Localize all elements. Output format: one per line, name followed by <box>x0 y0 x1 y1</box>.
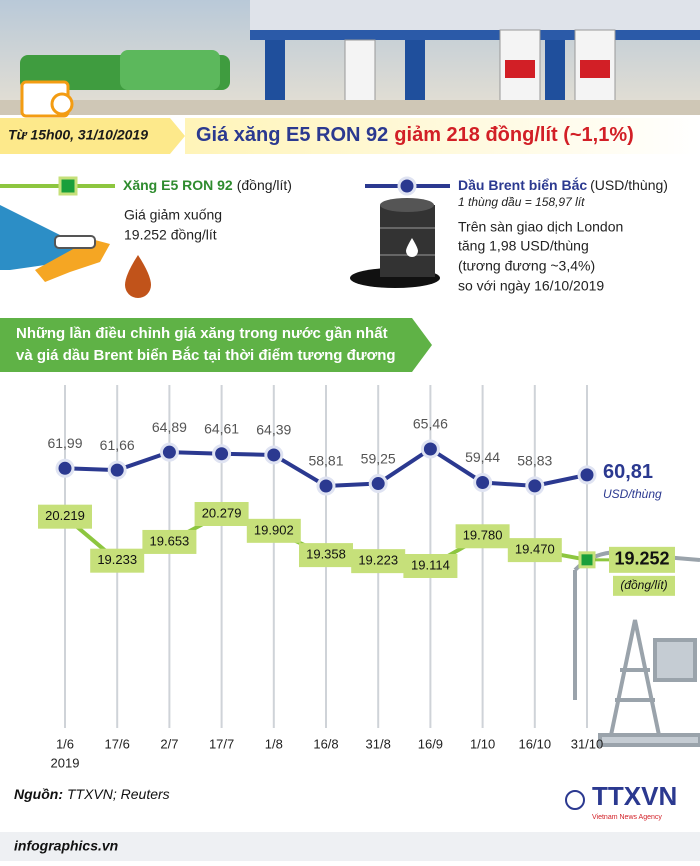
point <box>142 529 197 554</box>
point <box>55 458 75 478</box>
value-label: 59,44 <box>465 449 500 465</box>
brent-legend-name: Dầu Brent biển Bắc (USD/thùng) <box>458 176 668 193</box>
point <box>159 442 179 462</box>
footer-bar <box>0 832 700 861</box>
value-label: 61,66 <box>100 437 135 453</box>
point <box>420 439 440 459</box>
petrol-legend-name: Xăng E5 RON 92 (đồng/lít) <box>123 177 292 193</box>
x-tick-label: 2/7 <box>160 736 178 751</box>
date: Từ 15h00, 31/10/2019 <box>8 127 148 143</box>
point <box>264 445 284 465</box>
point <box>507 538 562 563</box>
point <box>368 474 388 494</box>
value-label: 19.358 <box>306 547 346 562</box>
value-label: 19.252 <box>614 549 669 569</box>
x-tick-label: 16/10 <box>519 736 552 751</box>
point <box>351 549 406 574</box>
brent-name: Dầu Brent biển Bắc <box>458 176 587 193</box>
x-tick-label: 1/10 <box>470 736 495 751</box>
source-value: TTXVN; Reuters <box>67 786 170 802</box>
logo-sub: Vietnam News Agency <box>592 814 662 821</box>
title-main: Giá xăng E5 RON 92 <box>196 124 388 146</box>
value-label: 19.470 <box>515 542 555 557</box>
x-year-label: 2019 <box>51 755 80 770</box>
value-label: 61,99 <box>47 435 82 451</box>
source-label: Nguồn: <box>14 786 63 802</box>
brent-note: Trên sàn giao dịch London <box>458 219 623 235</box>
chart: 1/6 17/6 2/7 17/7 1/8 16/8 31/8 16/9 1/10 16/10 31… <box>38 385 675 770</box>
value-label: 19.653 <box>150 533 190 548</box>
banner-text: và giá dầu Brent biển Bắc tại thời điểm … <box>16 346 396 364</box>
unit-box <box>613 575 675 596</box>
copyright-icon <box>565 790 585 810</box>
x-tick-label: 1/6 <box>56 736 74 751</box>
point <box>577 465 597 485</box>
value-label: 19.780 <box>463 528 503 543</box>
date-box <box>0 118 185 154</box>
petrol-legend <box>0 176 151 298</box>
point <box>403 554 458 578</box>
point <box>90 548 145 573</box>
point <box>194 502 249 526</box>
x-tick-label: 16/9 <box>418 736 443 751</box>
value-label: 60,81 <box>603 461 653 483</box>
brent-barrel: 1 thùng dầu = 158,97 lít <box>458 195 585 209</box>
point <box>473 472 493 492</box>
point <box>299 543 353 568</box>
x-tick-label: 17/7 <box>209 736 234 751</box>
banner <box>0 318 432 372</box>
brent-note: tăng 1,98 USD/thùng <box>458 238 589 254</box>
x-tick-label: 1/8 <box>265 736 283 751</box>
value-label: 58,83 <box>517 453 552 469</box>
petrol-note: 19.252 đồng/lít <box>124 227 217 243</box>
point <box>578 551 596 569</box>
value-label: 20.219 <box>45 508 85 523</box>
value-label: 19.902 <box>254 522 294 537</box>
x-tick-label: 17/6 <box>105 736 130 751</box>
site: infographics.vn <box>14 838 118 854</box>
brent-unit: (USD/thùng) <box>590 177 668 193</box>
title: Giá xăng E5 RON 92 giảm 218 đồng/lít (~1,… <box>196 124 634 146</box>
point <box>107 460 127 480</box>
petrol-name: Xăng E5 RON 92 <box>123 177 233 193</box>
brent-note: (tương đương ~3,4%) <box>458 258 595 274</box>
banner-text: Những lần điều chỉnh giá xăng trong nước… <box>16 325 388 342</box>
point <box>212 444 232 464</box>
point <box>525 476 545 496</box>
title-change: giảm 218 đồng/lít (~1,1%) <box>394 124 634 146</box>
source: Nguồn: TTXVN; Reuters <box>14 786 170 802</box>
value-label: 64,89 <box>152 419 187 435</box>
value-label: 64,61 <box>204 420 239 436</box>
brent-note: so với ngày 16/10/2019 <box>458 278 604 294</box>
petrol-note: Giá giảm xuống <box>124 207 222 223</box>
value-label: 58,81 <box>308 453 343 469</box>
unit-label: USD/thùng <box>603 487 662 501</box>
logo: TTXVN <box>592 781 677 811</box>
value-box <box>609 546 675 573</box>
x-tick-label: 16/8 <box>313 736 338 751</box>
value-label: 19.233 <box>97 552 137 567</box>
value-label: 65,46 <box>413 416 448 432</box>
title-bar <box>185 118 700 154</box>
petrol-unit: (đồng/lít) <box>237 177 292 193</box>
point <box>316 476 336 496</box>
value-label: 20.279 <box>202 505 242 520</box>
point <box>246 518 301 543</box>
value-label: 19.223 <box>358 553 398 568</box>
value-label: 64,39 <box>256 422 291 438</box>
point <box>38 504 92 529</box>
point <box>455 524 510 549</box>
header-photo <box>0 0 700 118</box>
x-tick-label: 31/8 <box>366 736 391 751</box>
brent-legend <box>350 176 450 288</box>
value-label: 59,25 <box>361 450 396 466</box>
value-label: 19.114 <box>411 557 450 572</box>
x-tick-label: 31/10 <box>571 736 604 751</box>
unit-label: (đồng/lít) <box>620 578 667 592</box>
